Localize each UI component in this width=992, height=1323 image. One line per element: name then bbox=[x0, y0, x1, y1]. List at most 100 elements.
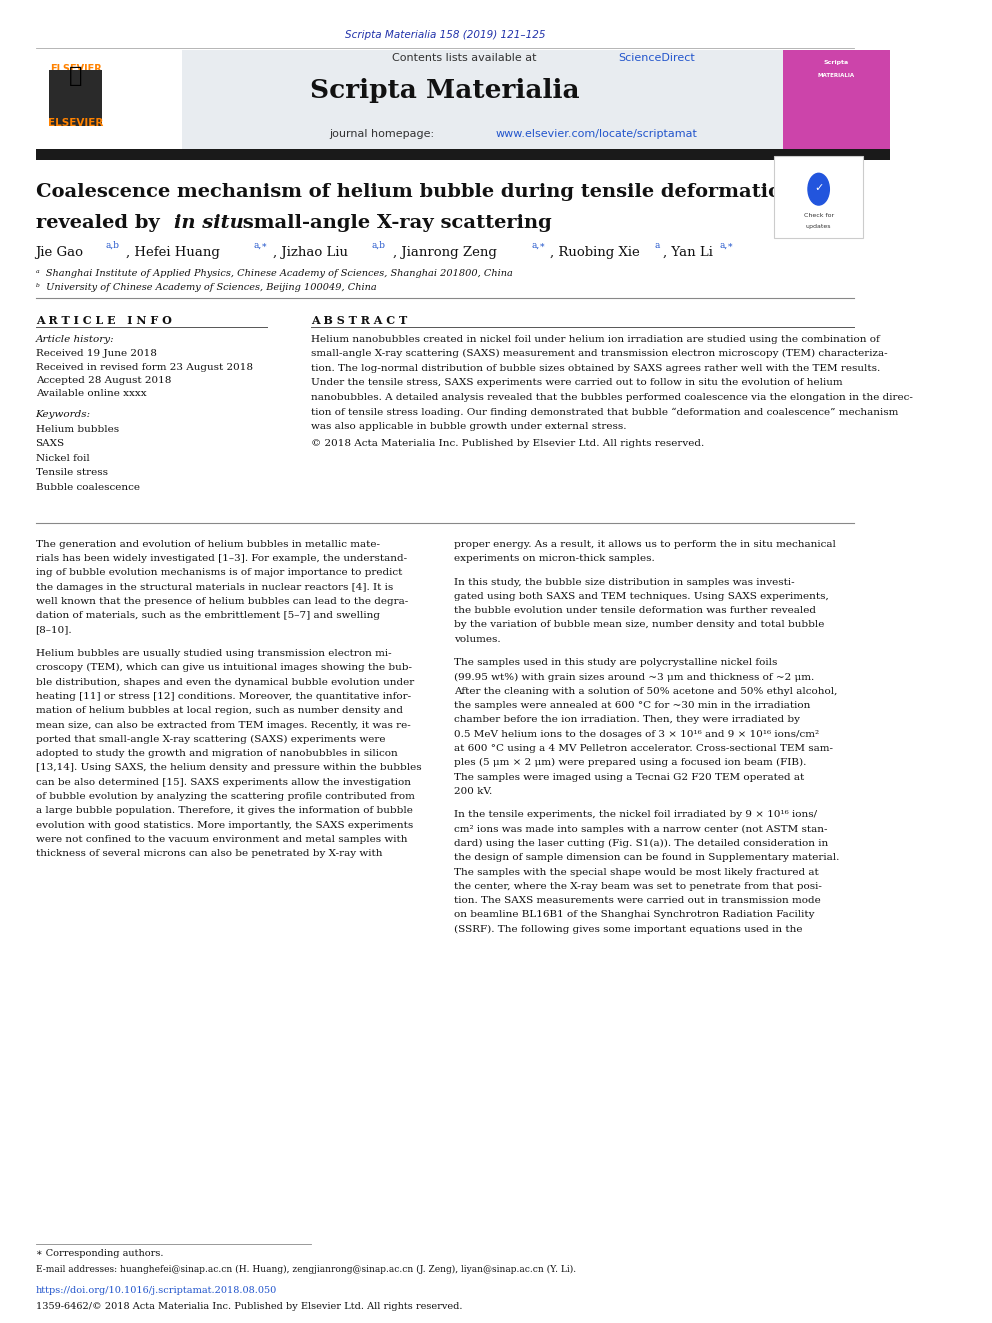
Text: , Jianrong Zeng: , Jianrong Zeng bbox=[393, 246, 501, 259]
Text: Jie Gao: Jie Gao bbox=[36, 246, 88, 259]
Text: 🌲: 🌲 bbox=[69, 66, 82, 86]
Text: small-angle X-ray scattering: small-angle X-ray scattering bbox=[236, 214, 552, 233]
Text: ELSEVIER: ELSEVIER bbox=[50, 64, 101, 74]
Text: a,∗: a,∗ bbox=[532, 241, 546, 250]
Text: tion. The log-normal distribution of bubble sizes obtained by SAXS agrees rather: tion. The log-normal distribution of bub… bbox=[311, 364, 881, 373]
Text: in situ: in situ bbox=[175, 214, 244, 233]
Text: cm² ions was made into samples with a narrow center (not ASTM stan-: cm² ions was made into samples with a na… bbox=[453, 824, 827, 833]
Text: ✓: ✓ bbox=[814, 183, 823, 193]
Text: www.elsevier.com/locate/scriptamat: www.elsevier.com/locate/scriptamat bbox=[496, 128, 697, 139]
Text: rials has been widely investigated [1–3]. For example, the understand-: rials has been widely investigated [1–3]… bbox=[36, 554, 407, 564]
Text: journal homepage:: journal homepage: bbox=[329, 128, 437, 139]
Text: the bubble evolution under tensile deformation was further revealed: the bubble evolution under tensile defor… bbox=[453, 606, 815, 615]
Text: well known that the presence of helium bubbles can lead to the degra-: well known that the presence of helium b… bbox=[36, 597, 408, 606]
Text: Nickel foil: Nickel foil bbox=[36, 454, 89, 463]
Text: , Ruobing Xie: , Ruobing Xie bbox=[550, 246, 644, 259]
Text: ELSEVIER: ELSEVIER bbox=[48, 118, 103, 128]
Text: a,b: a,b bbox=[372, 241, 386, 250]
Text: MATERIALIA: MATERIALIA bbox=[817, 73, 855, 78]
Text: dation of materials, such as the embrittlement [5–7] and swelling: dation of materials, such as the embritt… bbox=[36, 611, 380, 620]
FancyBboxPatch shape bbox=[49, 70, 102, 126]
Text: experiments on micron-thick samples.: experiments on micron-thick samples. bbox=[453, 554, 655, 564]
Text: ble distribution, shapes and even the dynamical bubble evolution under: ble distribution, shapes and even the dy… bbox=[36, 677, 414, 687]
Text: Contents lists available at: Contents lists available at bbox=[392, 53, 540, 64]
Text: revealed by: revealed by bbox=[36, 214, 166, 233]
Text: the design of sample dimension can be found in Supplementary material.: the design of sample dimension can be fo… bbox=[453, 853, 839, 863]
Text: croscopy (TEM), which can give us intuitional images showing the bub-: croscopy (TEM), which can give us intuit… bbox=[36, 663, 412, 672]
Text: Check for: Check for bbox=[804, 213, 833, 218]
Text: evolution with good statistics. More importantly, the SAXS experiments: evolution with good statistics. More imp… bbox=[36, 820, 413, 830]
Text: Received 19 June 2018: Received 19 June 2018 bbox=[36, 349, 157, 359]
Text: Article history:: Article history: bbox=[36, 335, 114, 344]
Text: ples (5 μm × 2 μm) were prepared using a focused ion beam (FIB).: ples (5 μm × 2 μm) were prepared using a… bbox=[453, 758, 806, 767]
Text: ᵃ  Shanghai Institute of Applied Physics, Chinese Academy of Sciences, Shanghai : ᵃ Shanghai Institute of Applied Physics,… bbox=[36, 269, 513, 278]
Text: proper energy. As a result, it allows us to perform the in situ mechanical: proper energy. As a result, it allows us… bbox=[453, 540, 835, 549]
Text: the damages in the structural materials in nuclear reactors [4]. It is: the damages in the structural materials … bbox=[36, 582, 393, 591]
Text: nanobubbles. A detailed analysis revealed that the bubbles performed coalescence: nanobubbles. A detailed analysis reveale… bbox=[311, 393, 914, 402]
Text: the center, where the X-ray beam was set to penetrate from that posi-: the center, where the X-ray beam was set… bbox=[453, 882, 821, 890]
Text: Coalescence mechanism of helium bubble during tensile deformation: Coalescence mechanism of helium bubble d… bbox=[36, 183, 795, 201]
Text: gated using both SAXS and TEM techniques. Using SAXS experiments,: gated using both SAXS and TEM techniques… bbox=[453, 591, 828, 601]
Text: ᵇ  University of Chinese Academy of Sciences, Beijing 100049, China: ᵇ University of Chinese Academy of Scien… bbox=[36, 283, 376, 292]
Text: updates: updates bbox=[806, 224, 831, 229]
Text: E-mail addresses: huanghefei@sinap.ac.cn (H. Huang), zengjianrong@sinap.ac.cn (J: E-mail addresses: huanghefei@sinap.ac.cn… bbox=[36, 1265, 575, 1274]
Text: a,∗: a,∗ bbox=[720, 241, 734, 250]
Text: a,b: a,b bbox=[105, 241, 119, 250]
Text: © 2018 Acta Materialia Inc. Published by Elsevier Ltd. All rights reserved.: © 2018 Acta Materialia Inc. Published by… bbox=[311, 439, 704, 448]
Text: were not confined to the vacuum environment and metal samples with: were not confined to the vacuum environm… bbox=[36, 835, 407, 844]
Text: SAXS: SAXS bbox=[36, 439, 64, 448]
Text: of bubble evolution by analyzing the scattering profile contributed from: of bubble evolution by analyzing the sca… bbox=[36, 792, 415, 800]
Text: https://doi.org/10.1016/j.scriptamat.2018.08.050: https://doi.org/10.1016/j.scriptamat.201… bbox=[36, 1286, 277, 1295]
FancyBboxPatch shape bbox=[36, 50, 183, 151]
Text: a large bubble population. Therefore, it gives the information of bubble: a large bubble population. Therefore, it… bbox=[36, 806, 413, 815]
Text: , Yan Li: , Yan Li bbox=[663, 246, 717, 259]
Text: 200 kV.: 200 kV. bbox=[453, 787, 492, 796]
Text: A R T I C L E   I N F O: A R T I C L E I N F O bbox=[36, 315, 172, 325]
Text: dard) using the laser cutting (Fig. S1(a)). The detailed consideration in: dard) using the laser cutting (Fig. S1(a… bbox=[453, 839, 828, 848]
Text: 0.5 MeV helium ions to the dosages of 3 × 10¹⁶ and 9 × 10¹⁶ ions/cm²: 0.5 MeV helium ions to the dosages of 3 … bbox=[453, 730, 819, 738]
Text: Scripta Materialia 158 (2019) 121–125: Scripta Materialia 158 (2019) 121–125 bbox=[344, 30, 546, 41]
Text: After the cleaning with a solution of 50% acetone and 50% ethyl alcohol,: After the cleaning with a solution of 50… bbox=[453, 687, 837, 696]
Text: [13,14]. Using SAXS, the helium density and pressure within the bubbles: [13,14]. Using SAXS, the helium density … bbox=[36, 763, 422, 773]
Text: The samples were imaged using a Tecnai G2 F20 TEM operated at: The samples were imaged using a Tecnai G… bbox=[453, 773, 805, 782]
Text: The samples with the special shape would be most likely fractured at: The samples with the special shape would… bbox=[453, 868, 818, 877]
Text: Bubble coalescence: Bubble coalescence bbox=[36, 483, 140, 492]
Text: at 600 °C using a 4 MV Pelletron accelerator. Cross-sectional TEM sam-: at 600 °C using a 4 MV Pelletron acceler… bbox=[453, 744, 833, 753]
Text: chamber before the ion irradiation. Then, they were irradiated by: chamber before the ion irradiation. Then… bbox=[453, 716, 800, 725]
Text: In the tensile experiments, the nickel foil irradiated by 9 × 10¹⁶ ions/: In the tensile experiments, the nickel f… bbox=[453, 811, 817, 819]
Text: Keywords:: Keywords: bbox=[36, 410, 90, 419]
Text: (99.95 wt%) with grain sizes around ~3 μm and thickness of ~2 μm.: (99.95 wt%) with grain sizes around ~3 μ… bbox=[453, 672, 814, 681]
Text: can be also determined [15]. SAXS experiments allow the investigation: can be also determined [15]. SAXS experi… bbox=[36, 778, 411, 787]
Text: the samples were annealed at 600 °C for ~30 min in the irradiation: the samples were annealed at 600 °C for … bbox=[453, 701, 810, 710]
FancyBboxPatch shape bbox=[774, 156, 863, 238]
Text: (SSRF). The following gives some important equations used in the: (SSRF). The following gives some importa… bbox=[453, 925, 803, 934]
Text: Received in revised form 23 August 2018: Received in revised form 23 August 2018 bbox=[36, 363, 253, 372]
Text: Scripta Materialia: Scripta Materialia bbox=[310, 78, 579, 103]
Text: mation of helium bubbles at local region, such as number density and: mation of helium bubbles at local region… bbox=[36, 706, 403, 716]
Text: thickness of several microns can also be penetrated by X-ray with: thickness of several microns can also be… bbox=[36, 849, 382, 859]
FancyBboxPatch shape bbox=[783, 50, 890, 151]
Text: In this study, the bubble size distribution in samples was investi-: In this study, the bubble size distribut… bbox=[453, 578, 795, 586]
Text: ∗ Corresponding authors.: ∗ Corresponding authors. bbox=[36, 1249, 163, 1258]
Text: Helium bubbles are usually studied using transmission electron mi-: Helium bubbles are usually studied using… bbox=[36, 650, 391, 658]
Text: Available online xxxx: Available online xxxx bbox=[36, 389, 146, 398]
Text: small-angle X-ray scattering (SAXS) measurement and transmission electron micros: small-angle X-ray scattering (SAXS) meas… bbox=[311, 349, 888, 359]
Text: The generation and evolution of helium bubbles in metallic mate-: The generation and evolution of helium b… bbox=[36, 540, 380, 549]
Text: [8–10].: [8–10]. bbox=[36, 626, 72, 635]
Text: The samples used in this study are polycrystalline nickel foils: The samples used in this study are polyc… bbox=[453, 659, 777, 667]
Text: Accepted 28 August 2018: Accepted 28 August 2018 bbox=[36, 376, 171, 385]
Text: adopted to study the growth and migration of nanobubbles in silicon: adopted to study the growth and migratio… bbox=[36, 749, 398, 758]
Text: by the variation of bubble mean size, number density and total bubble: by the variation of bubble mean size, nu… bbox=[453, 620, 824, 630]
Text: heating [11] or stress [12] conditions. Moreover, the quantitative infor-: heating [11] or stress [12] conditions. … bbox=[36, 692, 411, 701]
Text: , Hefei Huang: , Hefei Huang bbox=[126, 246, 224, 259]
Text: was also applicable in bubble growth under external stress.: was also applicable in bubble growth und… bbox=[311, 422, 627, 431]
Text: a: a bbox=[654, 241, 660, 250]
Text: Helium bubbles: Helium bubbles bbox=[36, 425, 119, 434]
Text: ported that small-angle X-ray scattering (SAXS) experiments were: ported that small-angle X-ray scattering… bbox=[36, 734, 385, 744]
Text: on beamline BL16B1 of the Shanghai Synchrotron Radiation Facility: on beamline BL16B1 of the Shanghai Synch… bbox=[453, 910, 814, 919]
Text: Tensile stress: Tensile stress bbox=[36, 468, 107, 478]
Text: tion of tensile stress loading. Our finding demonstrated that bubble “deformatio: tion of tensile stress loading. Our find… bbox=[311, 407, 899, 417]
Text: Helium nanobubbles created in nickel foil under helium ion irradiation are studi: Helium nanobubbles created in nickel foi… bbox=[311, 335, 880, 344]
Text: volumes.: volumes. bbox=[453, 635, 500, 644]
Text: ScienceDirect: ScienceDirect bbox=[618, 53, 695, 64]
